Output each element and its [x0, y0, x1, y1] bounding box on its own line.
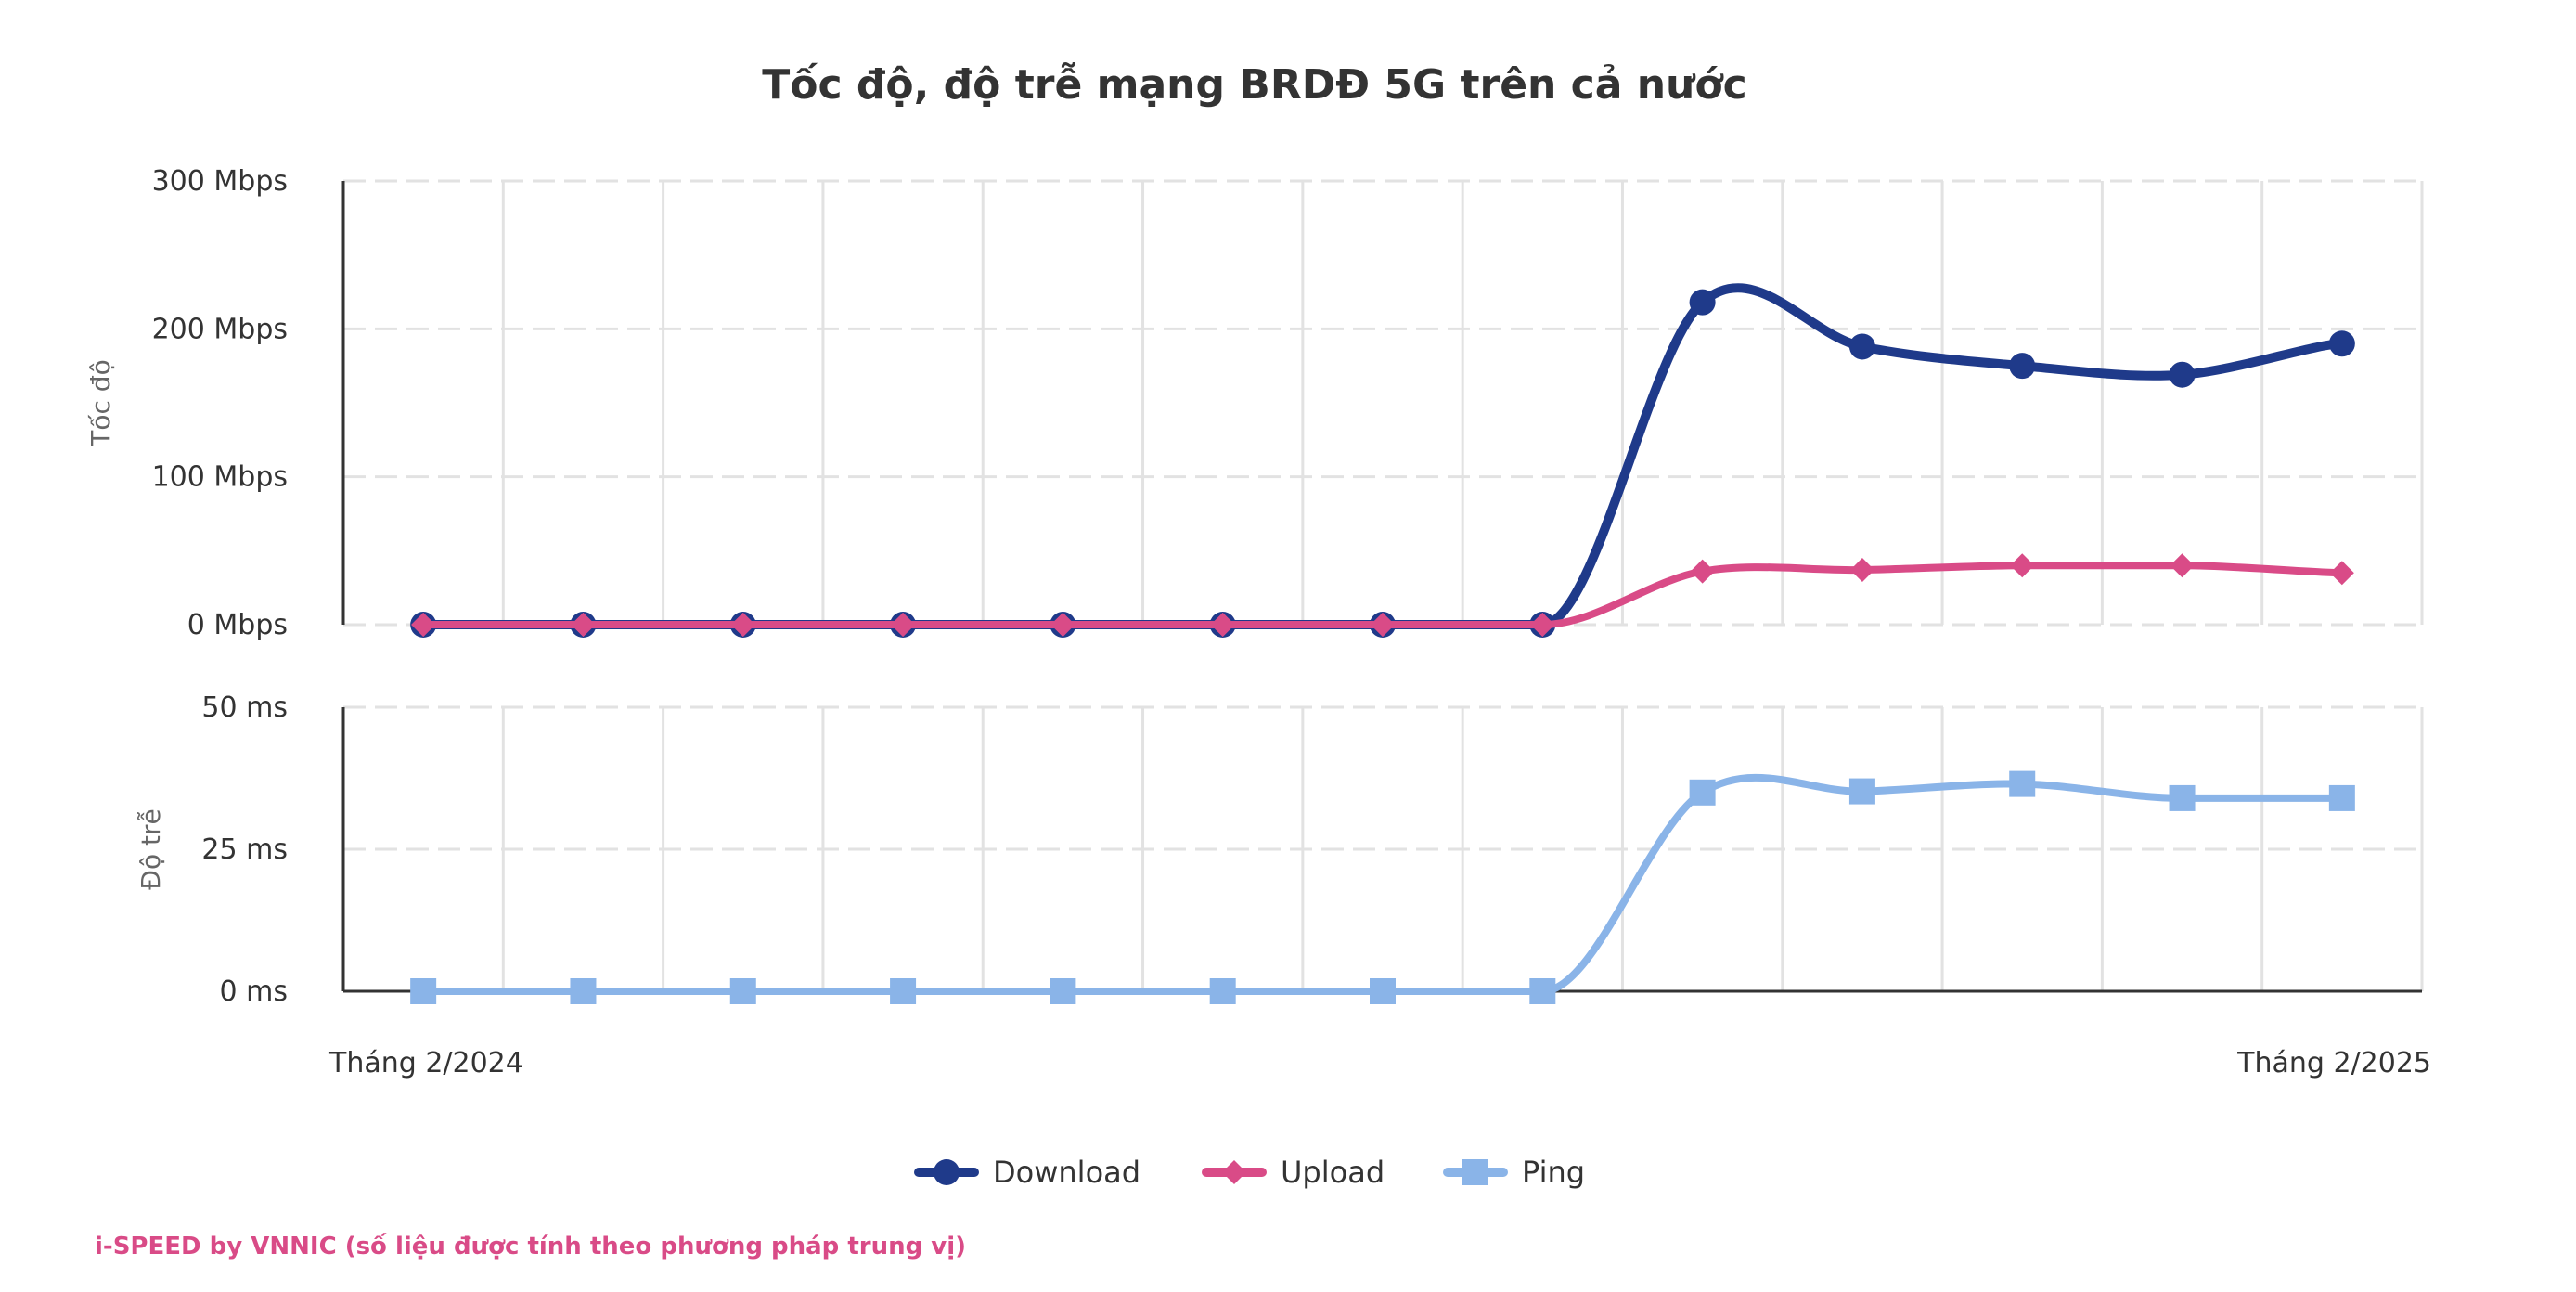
legend-marker: [1222, 1160, 1246, 1184]
y-tick-label: 300 Mbps: [152, 165, 288, 198]
data-point-upload: [1210, 613, 1235, 637]
y-axis-title: Độ trễ: [135, 808, 166, 889]
credit-text: i-SPEED by VNNIC (số liệu được tính theo…: [95, 1232, 966, 1260]
data-point-upload: [1050, 613, 1075, 637]
x-start-label: Tháng 2/2024: [328, 1047, 523, 1079]
data-point-upload: [2329, 561, 2354, 586]
data-point-upload: [411, 613, 436, 637]
y-tick-label: 100 Mbps: [152, 461, 288, 494]
x-end-label: Tháng 2/2025: [2236, 1047, 2431, 1079]
data-point-upload: [2170, 553, 2195, 578]
data-point-upload: [2010, 553, 2035, 578]
legend-label: Download: [993, 1155, 1140, 1190]
data-point-download: [2009, 353, 2036, 380]
data-point-ping: [2169, 784, 2196, 811]
y-tick-label: 25 ms: [201, 833, 288, 866]
data-point-download: [1848, 333, 1875, 360]
legend-item-ping: Ping: [1443, 1155, 1585, 1190]
legend-label: Ping: [1522, 1155, 1585, 1190]
data-point-ping: [1050, 978, 1076, 1004]
data-point-upload: [730, 613, 755, 637]
legend-marker: [934, 1159, 960, 1185]
data-point-upload: [571, 613, 596, 637]
data-point-download: [2169, 361, 2196, 388]
data-point-ping: [2328, 784, 2355, 811]
legend-label: Upload: [1281, 1155, 1385, 1190]
data-point-upload: [1371, 613, 1395, 637]
data-point-upload: [1530, 613, 1555, 637]
y-axis-title: Tốc độ: [85, 359, 116, 446]
data-point-upload: [1849, 558, 1874, 583]
data-point-download: [2328, 330, 2355, 357]
legend: Download Upload Ping: [914, 1155, 1585, 1190]
data-point-upload: [1690, 559, 1715, 584]
data-point-ping: [1370, 978, 1396, 1004]
data-point-ping: [729, 978, 756, 1004]
y-tick-label: 200 Mbps: [152, 313, 288, 345]
data-point-ping: [410, 978, 437, 1004]
grid: [343, 179, 2424, 991]
data-point-ping: [1529, 978, 1556, 1004]
legend-item-upload: Upload: [1202, 1155, 1385, 1190]
data-point-upload: [891, 613, 916, 637]
data-point-ping: [1848, 778, 1875, 805]
data-point-ping: [890, 978, 917, 1004]
legend-marker: [1462, 1159, 1488, 1185]
chart-title: Tốc độ, độ trễ mạng BRDĐ 5G trên cả nước: [762, 61, 1746, 109]
y-tick-label: 0 Mbps: [187, 609, 288, 641]
data-point-ping: [2009, 770, 2036, 797]
data-point-download: [1689, 289, 1716, 316]
y-tick-label: 0 ms: [220, 975, 288, 1008]
data-point-ping: [1689, 779, 1716, 806]
series: [410, 283, 2355, 1004]
data-point-ping: [1209, 978, 1236, 1004]
data-point-ping: [570, 978, 597, 1004]
legend-item-download: Download: [914, 1155, 1140, 1190]
y-tick-label: 50 ms: [201, 691, 288, 724]
